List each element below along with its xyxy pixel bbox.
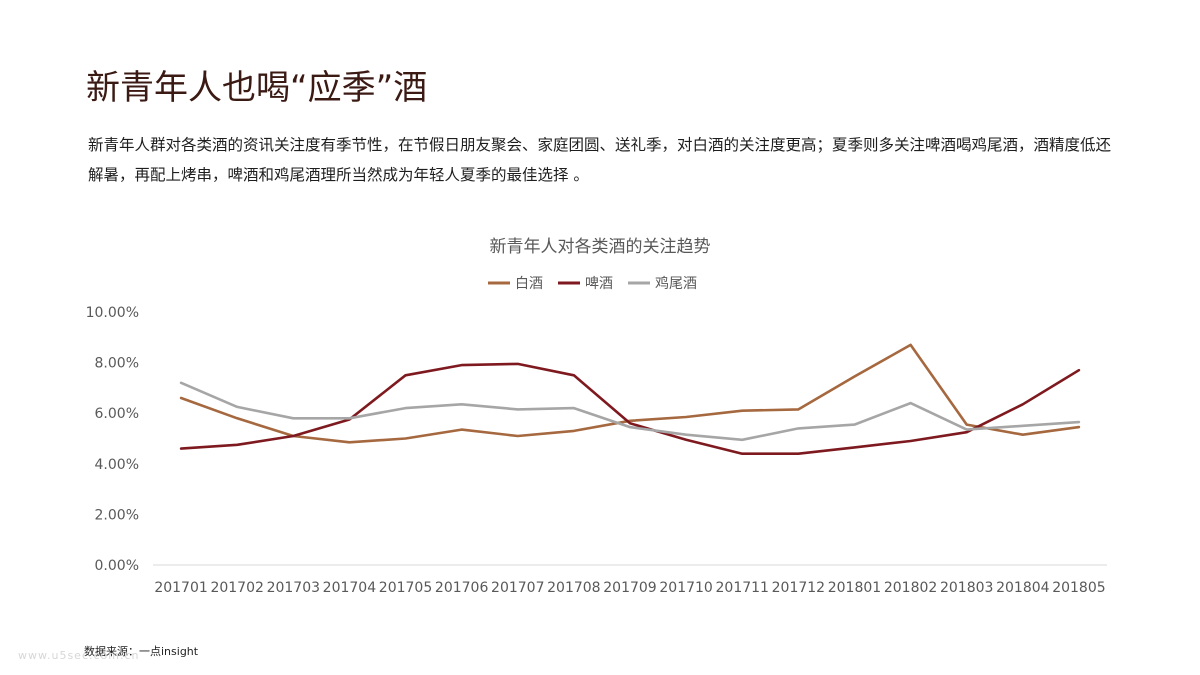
legend-label: 啤酒 [585, 276, 613, 292]
x-tick-label: 201707 [491, 580, 544, 596]
x-tick-label: 201705 [379, 580, 432, 596]
intro-paragraph: 新青年人群对各类酒的资讯关注度有季节性，在节假日朋友聚会、家庭团圆、送礼季，对白… [88, 136, 1112, 184]
page-title: 新青年人也喝“应季”酒 [86, 68, 428, 108]
x-tick-label: 201803 [940, 580, 993, 596]
series-lines [179, 343, 1081, 455]
x-tick-label: 201701 [154, 580, 207, 596]
x-tick-label: 201703 [267, 580, 320, 596]
y-tick-label: 2.00% [95, 507, 139, 523]
data-source-note: 数据来源：一点insight [84, 645, 199, 658]
y-tick-label: 10.00% [86, 305, 139, 321]
legend-label: 鸡尾酒 [655, 275, 697, 292]
y-tick-label: 6.00% [95, 406, 139, 422]
x-tick-label: 201711 [716, 580, 769, 596]
x-tick-label: 201804 [996, 580, 1050, 596]
x-tick-label: 201706 [435, 580, 489, 596]
chart-title: 新青年人对各类酒的关注趋势 [490, 237, 711, 257]
trend-chart: 新青年人对各类酒的关注趋势 白酒 啤酒 鸡尾酒 0.00% 2.00% 4.00% 6.0… [86, 237, 1107, 596]
y-tick-label: 8.00% [95, 356, 139, 372]
series-line-啤酒 [179, 362, 1081, 455]
y-axis: 0.00% 2.00% 4.00% 6.00% 8.00% 10.00% [86, 305, 139, 574]
x-axis: 201701 201702 201703 201704 201705 201706 2017… [154, 580, 1105, 596]
x-tick-label: 201702 [210, 580, 263, 596]
x-tick-label: 201710 [659, 580, 712, 596]
x-tick-label: 201802 [884, 580, 937, 596]
x-tick-label: 201805 [1052, 580, 1105, 596]
x-tick-label: 201708 [547, 580, 600, 596]
x-tick-label: 201712 [772, 580, 825, 596]
x-tick-label: 201704 [323, 580, 377, 596]
x-tick-label: 201801 [828, 580, 881, 596]
legend-label: 白酒 [515, 276, 543, 292]
series-line-鸡尾酒 [179, 381, 1081, 442]
y-tick-label: 0.00% [95, 558, 139, 574]
watermark: www.u5sec.com.cn [18, 649, 140, 662]
x-tick-label: 201709 [603, 580, 656, 596]
y-tick-label: 4.00% [95, 457, 139, 473]
series-line-白酒 [179, 343, 1081, 444]
chart-legend: 白酒 啤酒 鸡尾酒 [488, 275, 697, 292]
